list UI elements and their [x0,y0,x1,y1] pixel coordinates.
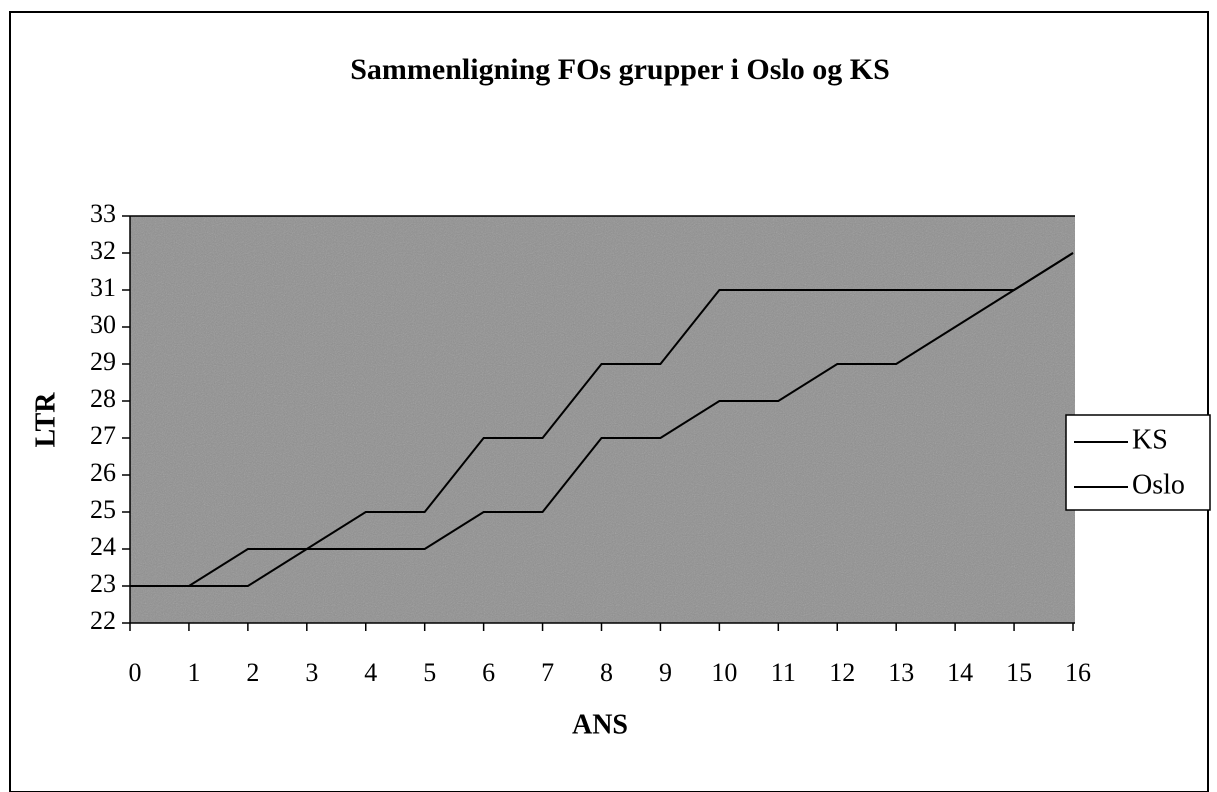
y-tick-label: 33 [90,199,116,228]
plot-texture [130,216,1075,623]
x-tick-label: 5 [423,658,436,687]
x-tick-label: 8 [600,658,613,687]
x-tick-label: 0 [129,658,142,687]
y-tick-label: 23 [90,569,116,598]
x-tick-label: 14 [947,658,973,687]
x-tick-label: 12 [829,658,855,687]
series-line [130,252,1074,587]
y-tick-label: 25 [90,495,116,524]
y-tick-label: 22 [90,606,116,635]
x-tick-label: 4 [364,658,377,687]
x-tick-label: 9 [659,658,672,687]
chart-title: Sammenligning FOs grupper i Oslo og KS [350,53,890,86]
x-tick-label: 16 [1065,658,1091,687]
x-tick-label: 1 [187,658,200,687]
series-line [130,252,1074,587]
legend [1065,414,1211,511]
legend-label: KS [1132,424,1168,455]
y-tick-label: 26 [90,458,116,487]
x-tick-label: 10 [711,658,737,687]
y-tick-label: 28 [90,384,116,413]
x-tick-label: 6 [482,658,495,687]
x-axis-label: ANS [572,709,628,740]
y-tick-label: 27 [90,421,116,450]
legend-label: Oslo [1132,469,1185,500]
x-tick-label: 13 [888,658,914,687]
y-tick-label: 24 [90,532,116,561]
y-axis-label: LTR [30,392,61,448]
y-tick-label: 30 [90,310,116,339]
x-tick-label: 7 [541,658,554,687]
y-tick-label: 31 [90,273,116,302]
x-tick-label: 3 [305,658,318,687]
x-tick-label: 15 [1006,658,1032,687]
x-tick-label: 2 [246,658,259,687]
y-tick-label: 32 [90,236,116,265]
y-tick-label: 29 [90,347,116,376]
x-tick-label: 11 [771,658,796,687]
